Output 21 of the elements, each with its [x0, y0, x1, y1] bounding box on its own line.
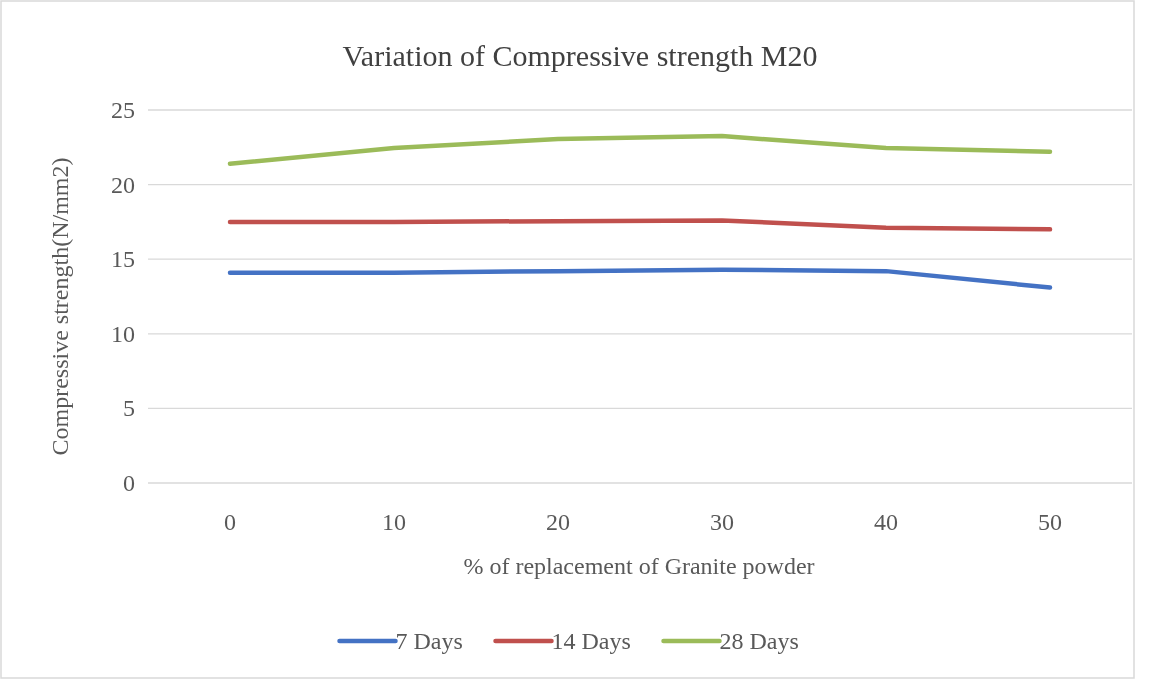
- y-tick-label: 5: [123, 395, 135, 422]
- legend-label: 7 Days: [395, 628, 463, 654]
- x-tick-label: 40: [874, 509, 898, 535]
- line-series: [227, 218, 1053, 232]
- x-tick-label: 50: [1038, 509, 1062, 535]
- x-tick-label: 10: [382, 509, 406, 535]
- legend-label: 14 Days: [551, 628, 631, 654]
- line-series: [227, 267, 1053, 290]
- chart-title: Variation of Compressive strength M20: [342, 39, 818, 72]
- y-tick-label: 0: [123, 470, 135, 496]
- legend-label: 28 Days: [719, 628, 799, 654]
- x-tick-label: 30: [710, 509, 734, 535]
- y-axis-title: Compressive strength(N/mm2): [47, 157, 73, 456]
- y-tick-label: 15: [111, 246, 135, 273]
- y-tick-label: 10: [111, 320, 135, 347]
- y-tick-label: 20: [111, 171, 135, 198]
- line-series: [227, 133, 1053, 166]
- x-axis-title: % of replacement of Granite powder: [463, 553, 815, 579]
- x-tick-label: 0: [224, 509, 236, 535]
- x-tick-label: 20: [546, 509, 570, 535]
- y-tick-label: 25: [111, 97, 135, 123]
